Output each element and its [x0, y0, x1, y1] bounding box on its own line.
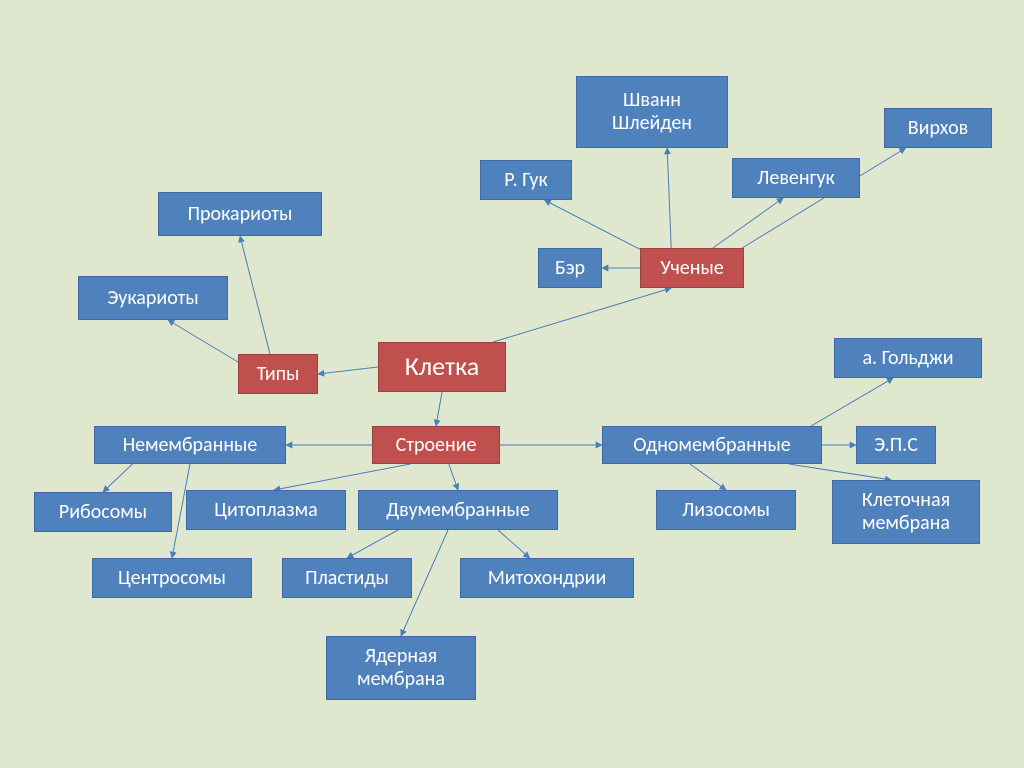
node-label: Шванн Шлейден: [612, 89, 692, 135]
node-label: Прокариоты: [188, 203, 293, 226]
node-guk: Р. Гук: [480, 160, 572, 200]
node-ribosomy: Рибосомы: [34, 492, 172, 532]
node-label: Немембранные: [123, 434, 258, 457]
node-label: Эукариоты: [107, 287, 198, 310]
node-lizosomy: Лизосомы: [656, 490, 796, 530]
edge-kletka-tipy: [318, 367, 378, 374]
node-virhov: Вирхов: [884, 108, 992, 148]
node-stroenie: Строение: [372, 426, 500, 464]
node-plastidy: Пластиды: [282, 558, 412, 598]
node-label: а. Гольджи: [862, 347, 953, 370]
diagram-canvas: Клетка Типы Ученые Строение Прокариоты Эукари…: [0, 0, 1024, 768]
edge-odnomembr-lizosomy: [690, 464, 726, 490]
node-label: Строение: [396, 434, 477, 457]
node-label: Типы: [257, 363, 300, 386]
edge-tipy-eukarioty: [168, 320, 238, 362]
node-label: Р. Гук: [504, 169, 547, 192]
node-odnomembr: Одномембранные: [602, 426, 822, 464]
edge-stroenie-dvumembr: [449, 464, 458, 490]
edge-nemembr-ribosomy: [103, 464, 132, 492]
node-label: Пластиды: [305, 567, 389, 590]
edge-odnomembr-golji: [811, 378, 893, 426]
node-centrosomy: Центросомы: [92, 558, 252, 598]
edges-layer: [0, 0, 1024, 768]
node-yadernaya: Ядерная мембрана: [326, 636, 476, 700]
node-uchenye: Ученые: [640, 248, 744, 288]
node-label: Клетка: [405, 352, 479, 382]
node-eukarioty: Эукариоты: [78, 276, 228, 320]
node-label: Левенгук: [757, 167, 835, 190]
edge-kletka-uchenye: [493, 288, 671, 342]
edge-dvumembr-mitohondrii: [498, 530, 530, 558]
node-levenguk: Левенгук: [732, 158, 860, 198]
node-label: Э.П.С: [874, 434, 918, 457]
node-label: Ученые: [660, 257, 723, 280]
node-golji: а. Гольджи: [834, 338, 982, 378]
node-label: Рибосомы: [59, 501, 147, 524]
node-ber: Бэр: [538, 248, 602, 288]
node-eps: Э.П.С: [856, 426, 936, 464]
edge-uchenye-levenguk: [713, 198, 783, 248]
node-label: Цитоплазма: [214, 499, 317, 522]
node-label: Ядерная мембрана: [357, 645, 445, 691]
node-citoplazma: Цитоплазма: [186, 490, 346, 530]
node-label: Клеточная мембрана: [862, 489, 950, 535]
edge-odnomembr-membrana: [789, 464, 891, 480]
node-kletka: Клетка: [378, 342, 506, 392]
node-membrana: Клеточная мембрана: [832, 480, 980, 544]
node-mitohondrii: Митохондрии: [460, 558, 634, 598]
node-dvumembr: Двумембранные: [358, 490, 558, 530]
edge-tipy-prokarioty: [240, 236, 270, 354]
node-tipy: Типы: [238, 354, 318, 394]
node-label: Бэр: [555, 257, 585, 280]
node-nemembr: Немембранные: [94, 426, 286, 464]
node-label: Одномембранные: [633, 434, 790, 457]
edge-uchenye-shvann: [667, 148, 671, 248]
node-shvann: Шванн Шлейден: [576, 76, 728, 148]
node-label: Лизосомы: [682, 499, 770, 522]
edge-stroenie-citoplazma: [274, 464, 410, 490]
node-label: Митохондрии: [488, 567, 607, 590]
node-label: Двумембранные: [386, 499, 530, 522]
edge-uchenye-guk: [544, 200, 645, 252]
edge-dvumembr-plastidy: [347, 530, 398, 558]
node-label: Центросомы: [118, 567, 226, 590]
node-label: Вирхов: [908, 117, 968, 140]
edge-kletka-stroenie: [436, 392, 442, 426]
node-prokarioty: Прокариоты: [158, 192, 322, 236]
